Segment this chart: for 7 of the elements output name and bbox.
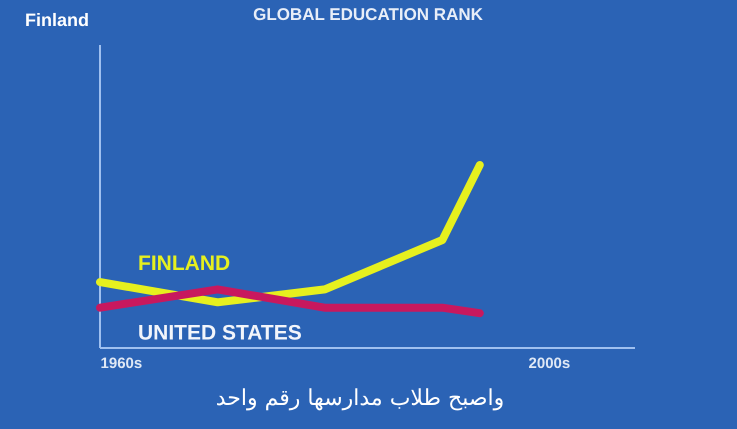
text: Finland bbox=[25, 10, 89, 30]
series-label: FINLAND bbox=[138, 252, 230, 276]
text: واصبح طلاب مدارسها رقم واحد bbox=[216, 386, 504, 411]
series-label: UNITED STATES bbox=[138, 322, 302, 345]
x-tick-label: 1960s bbox=[100, 355, 142, 372]
x-tick-label: 2000s bbox=[528, 355, 570, 372]
chart-title: GLOBAL EDUCATION RANK bbox=[253, 5, 484, 24]
